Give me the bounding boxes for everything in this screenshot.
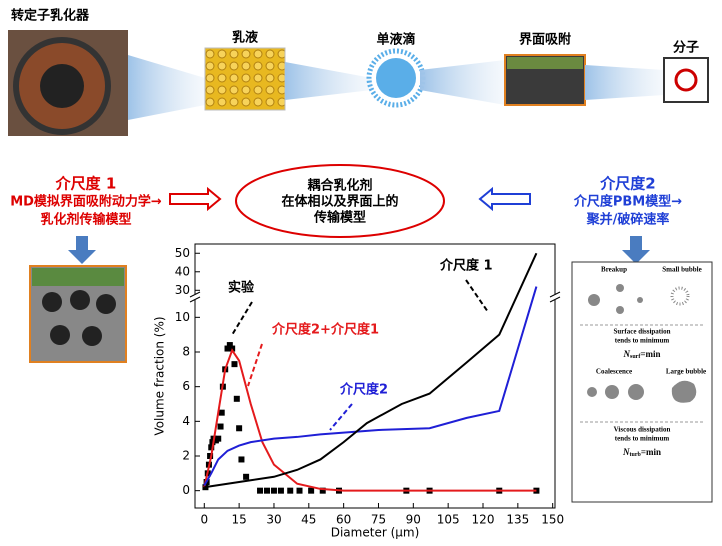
data-point: [215, 435, 222, 442]
data-point: [217, 423, 224, 430]
panel-text: Breakup: [601, 266, 627, 274]
data-point: [270, 487, 277, 494]
axis-break: [190, 294, 560, 300]
center-text: 传输模型: [313, 210, 366, 226]
series-line: [204, 252, 538, 489]
data-point: [277, 487, 284, 494]
annotation-arrow: [465, 279, 489, 313]
top-label: 分子: [673, 40, 699, 56]
panel-text: Small bubble: [662, 266, 702, 274]
data-point: [231, 361, 238, 368]
x-tick-label: 30: [266, 513, 281, 527]
data-point: [208, 444, 215, 451]
data-point: [319, 487, 326, 494]
top-label: 转定子乳化器: [11, 8, 90, 24]
center-ellipse: [235, 164, 445, 238]
data-point: [207, 453, 214, 459]
data-point: [226, 342, 233, 349]
top-label: 单液滴: [376, 32, 415, 48]
annotation-arrow: [247, 343, 263, 387]
data-point: [209, 439, 216, 446]
axis-break: [189, 291, 201, 298]
panel-text: tends to minimum: [615, 435, 670, 443]
annotation: 介尺度2+介尺度1: [271, 322, 379, 338]
data-point: [308, 487, 315, 494]
data-point: [238, 456, 245, 463]
panel-text: Nsurf=min: [623, 349, 661, 360]
top-images: [8, 30, 709, 136]
data-point: [296, 487, 303, 494]
panel-text: tends to minimum: [615, 337, 670, 345]
top-label: 界面吸附: [519, 32, 571, 48]
x-tick-label: 90: [406, 513, 421, 527]
y-tick-label: 0: [182, 483, 190, 497]
x-axis-label: Diameter (μm): [331, 526, 420, 540]
x-tick-label: 75: [371, 513, 386, 527]
y-tick-label: 10: [175, 310, 190, 324]
x-tick-label: 135: [506, 513, 529, 527]
scale-text: 乳化剂传输模型: [40, 212, 131, 228]
center-text: 耦合乳化剂: [307, 178, 372, 194]
data-point: [287, 487, 294, 494]
plot-frame: [194, 243, 556, 509]
y-axis-label: Volume fraction (%): [153, 316, 167, 435]
data-point: [264, 487, 270, 494]
series-line: [203, 286, 538, 486]
top-label: 乳液: [232, 30, 258, 46]
scale-text: MD模拟界面吸附动力学→: [10, 194, 162, 210]
scale-text: 介尺度PBM模型→: [573, 194, 682, 210]
axis-break: [549, 291, 561, 298]
y-tick-label: 4: [182, 414, 190, 428]
axis-break: [549, 296, 561, 303]
panel-text: Viscous dissipation: [614, 426, 671, 434]
y-tick-label: 40: [175, 264, 190, 278]
y-tick-label: 2: [182, 449, 190, 463]
x-tick-label: 105: [437, 513, 460, 527]
data-point: [224, 345, 231, 352]
chart: Diameter (μm) Volume fraction (%): [153, 243, 561, 540]
annotation-arrow: [329, 403, 353, 431]
annotation: 介尺度 1: [439, 258, 493, 274]
annotation-arrow: [231, 301, 253, 336]
md-image: [29, 265, 127, 363]
down-arrow: [622, 236, 650, 264]
scale-title: 介尺度2: [599, 175, 655, 193]
scale-title: 介尺度 1: [55, 175, 117, 193]
center-text: 在体相以及界面上的: [281, 194, 398, 210]
x-tick-label: 150: [541, 513, 564, 527]
y-tick-label: 6: [182, 379, 190, 393]
x-tick-label: 45: [301, 513, 316, 527]
panel-text: Nturb=min: [622, 447, 661, 458]
annotation: 实验: [228, 280, 255, 296]
data-point: [257, 487, 264, 494]
x-tick-label: 15: [231, 513, 246, 527]
pbm-panel: [571, 261, 713, 503]
panel-text: Large bubble: [666, 368, 706, 376]
scale-text: 聚并/破碎速率: [586, 212, 670, 228]
series-line: [203, 348, 537, 492]
data-point: [233, 395, 240, 402]
down-arrow: [68, 236, 96, 264]
data-point: [236, 425, 243, 432]
x-tick-label: 60: [336, 513, 351, 527]
y-tick-label: 50: [175, 246, 190, 260]
panel-text: Coalescence: [596, 368, 632, 376]
arrow: [478, 186, 531, 212]
arrow: [169, 186, 222, 212]
panel-text: Surface dissipation: [614, 328, 671, 336]
y-tick-label: 8: [182, 345, 190, 359]
data-point: [243, 473, 250, 480]
axis-break: [189, 296, 201, 303]
data-point: [218, 409, 225, 416]
y-tick-label: 30: [175, 283, 190, 297]
annotation: 介尺度2: [339, 382, 388, 398]
x-tick-label: 0: [200, 513, 208, 527]
x-tick-label: 120: [472, 513, 495, 527]
